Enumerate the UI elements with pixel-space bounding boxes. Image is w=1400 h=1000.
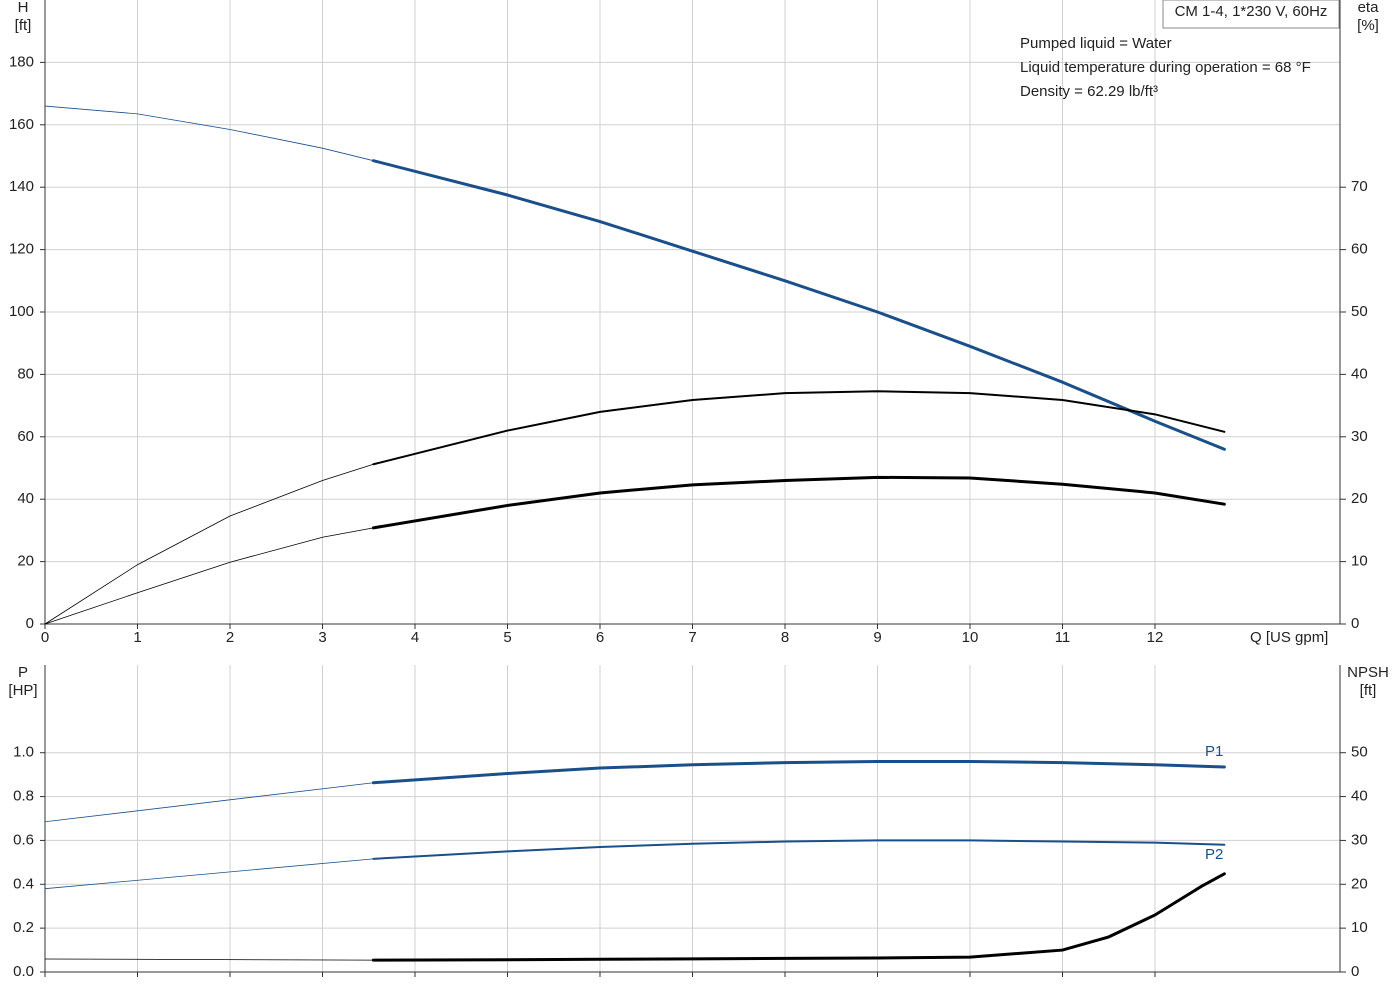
x-tick-label: 11 <box>1055 629 1071 646</box>
annotation: Density = 62.29 lb/ft³ <box>1020 83 1158 100</box>
curve <box>44 858 374 890</box>
y-axis-label: P <box>18 664 28 681</box>
y-tick-label: 0.0 <box>13 963 34 980</box>
y2-tick-label: 50 <box>1351 744 1368 761</box>
x-tick-label: 7 <box>688 629 696 646</box>
curve <box>44 463 374 625</box>
y-axis-label: [ft] <box>15 17 32 34</box>
y-tick-label: 0.2 <box>13 919 34 936</box>
x-tick-label: 10 <box>962 629 979 646</box>
x-tick-label: 3 <box>318 629 326 646</box>
y2-tick-label: 60 <box>1351 241 1368 258</box>
y2-axis-label: eta <box>1358 0 1380 16</box>
title-box <box>1162 0 1340 29</box>
y-tick-label: 180 <box>9 53 34 70</box>
curve <box>371 159 1226 451</box>
y-tick-label: 80 <box>17 365 34 382</box>
y2-tick-label: 0 <box>1351 615 1359 632</box>
curve <box>372 390 1226 466</box>
y2-tick-label: 10 <box>1351 553 1368 570</box>
curve-label: P2 <box>1205 846 1223 863</box>
y-tick-label: 140 <box>9 178 34 195</box>
y-tick-label: 0.8 <box>13 788 34 805</box>
y-axis-label: [HP] <box>8 682 37 699</box>
x-tick-label: 0 <box>41 629 49 646</box>
y2-axis-label: NPSH <box>1347 664 1389 681</box>
x-tick-label: 8 <box>781 629 789 646</box>
curve <box>371 759 1226 785</box>
y-tick-label: 40 <box>17 490 34 507</box>
y-tick-label: 0.4 <box>13 875 34 892</box>
x-tick-label: 5 <box>503 629 511 646</box>
y2-tick-label: 30 <box>1351 831 1368 848</box>
y-tick-label: 1.0 <box>13 744 34 761</box>
x-tick-label: 4 <box>411 629 419 646</box>
y-tick-label: 160 <box>9 116 34 133</box>
y2-axis-label: [%] <box>1357 17 1379 34</box>
annotation: Liquid temperature during operation = 68… <box>1020 59 1311 76</box>
y2-tick-label: 70 <box>1351 178 1368 195</box>
x-tick-label: 9 <box>873 629 881 646</box>
y-tick-label: 120 <box>9 241 34 258</box>
y2-tick-label: 0 <box>1351 963 1359 980</box>
curve-label: P1 <box>1205 743 1223 760</box>
y2-tick-label: 40 <box>1351 788 1368 805</box>
y2-tick-label: 20 <box>1351 875 1368 892</box>
y2-tick-label: 20 <box>1351 490 1368 507</box>
curve <box>44 958 374 961</box>
x-tick-label: 6 <box>596 629 604 646</box>
y-axis-label: H <box>18 0 29 16</box>
curve <box>372 839 1226 860</box>
curve <box>44 105 374 162</box>
y-tick-label: 0 <box>26 615 34 632</box>
y2-tick-label: 30 <box>1351 428 1368 445</box>
y-tick-label: 100 <box>9 303 34 320</box>
y-tick-label: 60 <box>17 428 34 445</box>
curve <box>371 475 1226 530</box>
x-axis-label: Q [US gpm] <box>1250 629 1328 646</box>
y-tick-label: 0.6 <box>13 831 34 848</box>
curve <box>44 527 374 625</box>
x-tick-label: 12 <box>1147 629 1164 646</box>
chart-title: CM 1-4, 1*230 V, 60Hz <box>1175 3 1328 20</box>
x-tick-label: 2 <box>226 629 234 646</box>
x-tick-label: 1 <box>133 629 141 646</box>
annotation: Pumped liquid = Water <box>1020 35 1172 52</box>
curve <box>371 872 1226 962</box>
curve <box>44 782 374 823</box>
y2-tick-label: 50 <box>1351 303 1368 320</box>
y2-tick-label: 10 <box>1351 919 1368 936</box>
y-tick-label: 20 <box>17 553 34 570</box>
y2-tick-label: 40 <box>1351 365 1368 382</box>
y2-axis-label: [ft] <box>1360 682 1377 699</box>
